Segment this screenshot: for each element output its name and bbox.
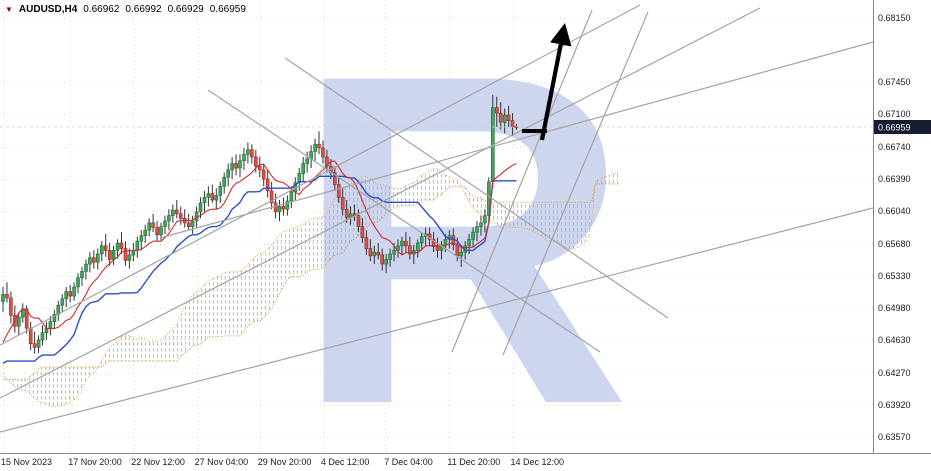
chart-ohlc-header: ▼ AUDUSD,H4 0.66962 0.66992 0.66929 0.66… bbox=[5, 4, 246, 15]
close-value: 0.66959 bbox=[209, 4, 246, 15]
svg-text:22 Nov 12:00: 22 Nov 12:00 bbox=[131, 457, 185, 467]
svg-text:0.64630: 0.64630 bbox=[878, 335, 911, 345]
svg-text:14 Dec 12:00: 14 Dec 12:00 bbox=[511, 457, 565, 467]
candles-series bbox=[1, 94, 519, 354]
svg-text:7 Dec 04:00: 7 Dec 04:00 bbox=[384, 457, 433, 467]
svg-text:0.65680: 0.65680 bbox=[878, 239, 911, 249]
time-axis[interactable] bbox=[0, 453, 873, 471]
grid-lines bbox=[0, 0, 873, 453]
svg-text:4 Dec 12:00: 4 Dec 12:00 bbox=[321, 457, 370, 467]
svg-text:0.65330: 0.65330 bbox=[878, 271, 911, 281]
svg-text:0.66740: 0.66740 bbox=[878, 142, 911, 152]
plot-area[interactable]: R bbox=[0, 0, 873, 471]
svg-text:0.66959: 0.66959 bbox=[878, 123, 911, 133]
high-value: 0.66992 bbox=[125, 4, 162, 15]
svg-text:0.66040: 0.66040 bbox=[878, 206, 911, 216]
svg-text:15 Nov 2023: 15 Nov 2023 bbox=[1, 457, 52, 467]
svg-text:0.64270: 0.64270 bbox=[878, 368, 911, 378]
svg-text:17 Nov 20:00: 17 Nov 20:00 bbox=[68, 457, 122, 467]
time-axis-labels: 15 Nov 2023 17 Nov 20:00 22 Nov 12:00 27 No… bbox=[1, 457, 564, 467]
symbol-timeframe-label: AUDUSD,H4 bbox=[18, 4, 78, 15]
svg-text:0.66390: 0.66390 bbox=[878, 174, 911, 184]
svg-text:0.63570: 0.63570 bbox=[878, 432, 911, 442]
trendline-objects[interactable] bbox=[0, 4, 873, 433]
svg-text:27 Nov 04:00: 27 Nov 04:00 bbox=[195, 457, 249, 467]
low-value: 0.66929 bbox=[167, 4, 204, 15]
current-price-badge: 0.66959 bbox=[874, 120, 931, 134]
svg-text:0.68150: 0.68150 bbox=[878, 13, 911, 23]
price-axis[interactable] bbox=[873, 0, 931, 453]
svg-text:0.63920: 0.63920 bbox=[878, 400, 911, 410]
tenkan-sen-line bbox=[2, 160, 517, 343]
svg-text:0.67450: 0.67450 bbox=[878, 77, 911, 87]
svg-text:11 Dec 20:00: 11 Dec 20:00 bbox=[447, 457, 500, 467]
open-value: 0.66962 bbox=[83, 4, 120, 15]
symbol-marker-icon: ▼ bbox=[5, 4, 13, 14]
kijun-sen-line bbox=[2, 175, 517, 364]
ichimoku-cloud bbox=[2, 168, 620, 408]
price-axis-labels: 0.68150 0.67450 0.67100 0.66740 0.66390 0.660… bbox=[878, 13, 911, 442]
svg-text:0.67100: 0.67100 bbox=[878, 109, 911, 119]
forecast-arrow[interactable] bbox=[522, 22, 572, 141]
svg-text:0.64980: 0.64980 bbox=[878, 303, 911, 313]
svg-text:29 Nov 20:00: 29 Nov 20:00 bbox=[258, 457, 312, 467]
